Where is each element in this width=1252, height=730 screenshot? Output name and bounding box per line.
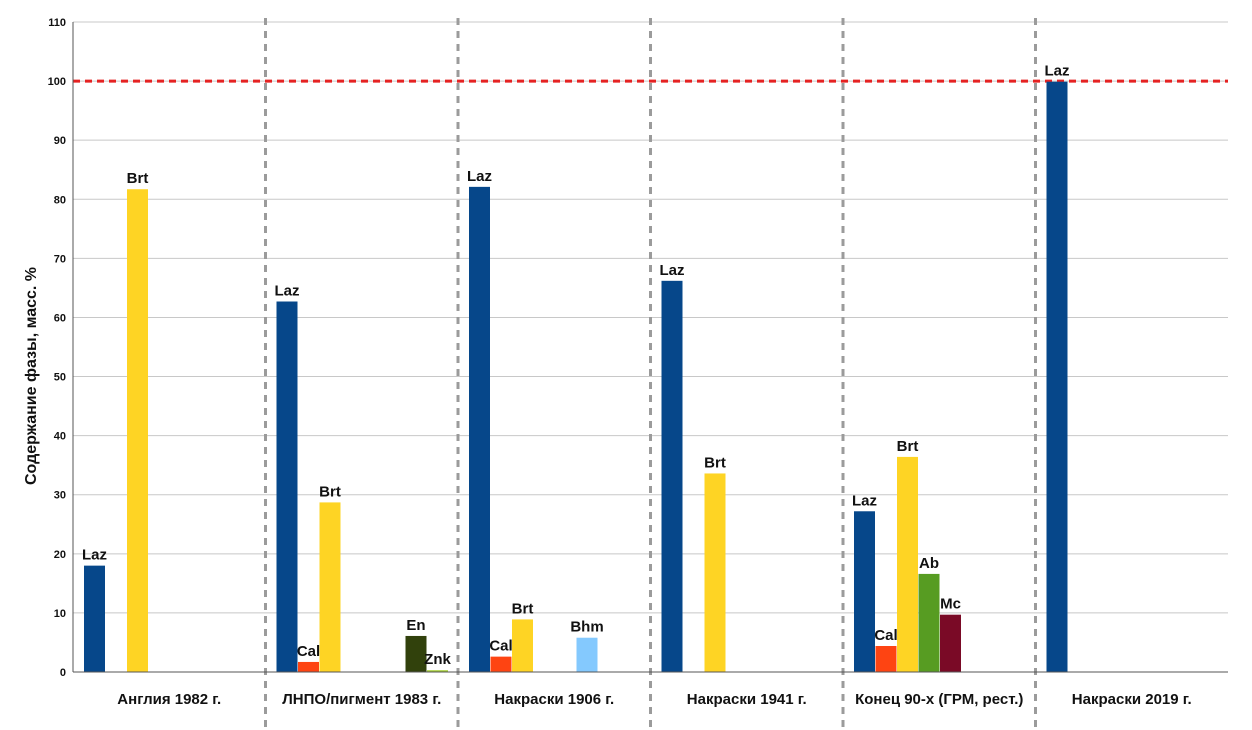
axes bbox=[72, 22, 1228, 673]
bar-label: Brt bbox=[897, 438, 919, 455]
bar-label: Laz bbox=[274, 283, 299, 300]
y-tick-label: 30 bbox=[54, 490, 66, 502]
bar-label: Cal bbox=[297, 643, 320, 660]
category-label: Накраски 2019 г. bbox=[1072, 691, 1192, 708]
category-label: ЛНПО/пигмент 1983 г. bbox=[282, 691, 441, 708]
bar-bhm bbox=[576, 637, 598, 672]
bar-brt bbox=[127, 189, 148, 672]
bar-brt bbox=[897, 456, 918, 672]
bar-brt bbox=[512, 619, 533, 672]
bar-label: Mc bbox=[940, 596, 961, 613]
y-tick-label: 100 bbox=[48, 76, 66, 88]
bar-laz bbox=[854, 511, 875, 672]
y-tick-label: 40 bbox=[54, 431, 66, 443]
bars bbox=[84, 81, 1068, 672]
y-tick-label: 110 bbox=[48, 17, 66, 29]
y-tick-label: 50 bbox=[54, 372, 66, 384]
y-tick-label: 90 bbox=[54, 135, 66, 147]
y-tick-label: 60 bbox=[54, 312, 66, 324]
category-label: Накраски 1941 г. bbox=[687, 691, 807, 708]
y-tick-label: 70 bbox=[54, 253, 66, 265]
bar-en bbox=[405, 635, 427, 672]
bar-cal bbox=[875, 646, 897, 672]
bar-mc bbox=[940, 614, 961, 672]
category-label: Англия 1982 г. bbox=[117, 691, 221, 708]
bar-laz bbox=[276, 301, 298, 672]
bar-ab bbox=[918, 573, 940, 672]
bar-labels: Laz Brt Laz Cal Brt En Znk Laz Cal Brt Bhm Laz Brt La… bbox=[82, 63, 1070, 669]
y-axis-title: Содержание фазы, масс. % bbox=[23, 267, 40, 485]
y-tick-label: 20 bbox=[54, 549, 66, 561]
category-labels: Англия 1982 г. ЛНПО/пигмент 1983 г. Накрас… bbox=[117, 691, 1191, 708]
bar-label: Laz bbox=[852, 492, 877, 509]
category-label: Конец 90-х (ГРМ, рест.) bbox=[855, 691, 1023, 708]
bar-laz bbox=[84, 565, 105, 672]
bar-label: En bbox=[406, 617, 425, 634]
bar-brt bbox=[704, 473, 726, 672]
bar-label: Znk bbox=[424, 651, 451, 668]
y-tick-label: 0 bbox=[60, 667, 66, 679]
bar-cal bbox=[490, 656, 512, 672]
bar-label: Cal bbox=[489, 638, 512, 655]
bar-label: Laz bbox=[82, 547, 107, 564]
bar-label: Laz bbox=[1044, 63, 1069, 80]
group-separators bbox=[264, 18, 1037, 730]
bar-label: Brt bbox=[319, 483, 341, 500]
bar-label: Laz bbox=[659, 262, 684, 279]
y-tick-label: 10 bbox=[54, 608, 66, 620]
bar-label: Bhm bbox=[570, 619, 603, 636]
bar-label: Cal bbox=[874, 627, 897, 644]
category-label: Накраски 1906 г. bbox=[494, 691, 614, 708]
bar-label: Brt bbox=[512, 600, 534, 617]
bar-laz bbox=[1046, 81, 1068, 672]
bar-label: Ab bbox=[919, 555, 939, 572]
bar-znk bbox=[427, 670, 448, 672]
bar-laz bbox=[661, 280, 683, 672]
y-tick-label: 80 bbox=[54, 194, 66, 206]
bar-label: Brt bbox=[704, 454, 726, 471]
bar-brt bbox=[319, 502, 341, 672]
bar-cal bbox=[298, 661, 319, 672]
bar-laz bbox=[469, 186, 490, 672]
bar-label: Laz bbox=[467, 168, 492, 185]
y-tick-labels: 0 10 20 30 40 50 60 70 80 90 100 110 bbox=[48, 17, 66, 679]
bar-label: Brt bbox=[127, 170, 149, 187]
